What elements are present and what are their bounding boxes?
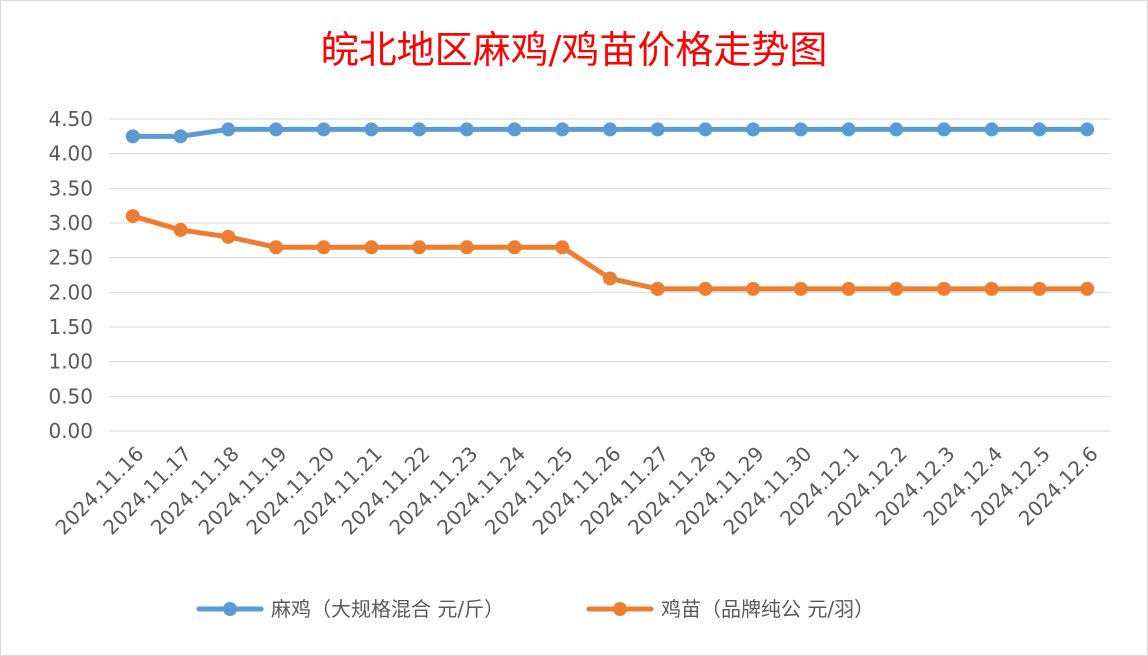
y-tick-label: 4.00 (48, 142, 93, 166)
y-tick-label: 0.00 (48, 419, 93, 443)
data-point (746, 122, 761, 137)
data-point (221, 229, 236, 244)
data-point (841, 122, 856, 137)
data-point (412, 122, 427, 137)
data-point (173, 129, 188, 144)
data-point (221, 122, 236, 137)
series-1 (125, 122, 1095, 144)
legend-marker (613, 602, 627, 616)
data-point (698, 122, 713, 137)
legend-label: 麻鸡（大规格混合 元/斤） (271, 597, 504, 621)
data-point (173, 222, 188, 237)
x-axis-ticks: 2024.11.162024.11.172024.11.182024.11.19… (50, 442, 1102, 540)
data-point (793, 122, 808, 137)
data-point (698, 281, 713, 296)
y-tick-label: 2.50 (48, 246, 93, 270)
data-point (603, 122, 617, 137)
data-point (125, 129, 140, 144)
data-point (555, 240, 570, 255)
data-point (650, 122, 665, 137)
data-point (507, 240, 522, 255)
data-point (364, 240, 379, 255)
data-point (841, 281, 856, 296)
data-point (889, 122, 904, 137)
series-layer (125, 122, 1095, 296)
data-point (650, 281, 665, 296)
y-tick-label: 0.50 (48, 384, 93, 408)
data-point (984, 281, 999, 296)
legend-item-2: 鸡苗（品牌纯公 元/羽） (586, 597, 874, 621)
series-2 (125, 209, 1095, 296)
y-tick-label: 3.50 (48, 176, 93, 200)
y-tick-label: 2.00 (48, 280, 93, 304)
data-point (507, 122, 522, 137)
legend-label: 鸡苗（品牌纯公 元/羽） (661, 597, 874, 621)
data-point (1080, 122, 1095, 137)
legend-item-1: 麻鸡（大规格混合 元/斤） (196, 597, 504, 621)
y-tick-label: 1.00 (48, 350, 93, 374)
data-point (937, 122, 951, 137)
data-point (984, 122, 999, 137)
data-point (459, 240, 474, 255)
data-point (746, 281, 761, 296)
data-point (889, 281, 904, 296)
data-point (555, 122, 570, 137)
y-tick-label: 1.50 (48, 315, 93, 339)
data-point (793, 281, 808, 296)
data-point (125, 209, 140, 224)
data-point (364, 122, 379, 137)
grid-lines (109, 118, 1111, 432)
data-point (459, 122, 474, 137)
y-tick-label: 3.00 (48, 211, 93, 235)
data-point (1032, 281, 1047, 296)
data-point (269, 122, 283, 137)
data-point (937, 281, 951, 296)
data-point (1080, 281, 1095, 296)
legend-marker (223, 602, 237, 616)
data-point (412, 240, 427, 255)
data-point (1032, 122, 1047, 137)
data-point (603, 271, 617, 286)
legend: 麻鸡（大规格混合 元/斤） 鸡苗（品牌纯公 元/羽） (196, 597, 874, 621)
data-point (269, 240, 283, 255)
y-tick-label: 4.50 (48, 107, 93, 131)
chart-title: 皖北地区麻鸡/鸡苗价格走势图 (321, 28, 828, 72)
y-axis-ticks: 0.00 0.50 1.00 1.50 2.00 2.50 3.00 3.50 4.00 4.50 (48, 107, 93, 443)
data-point (316, 240, 331, 255)
data-point (316, 122, 331, 137)
